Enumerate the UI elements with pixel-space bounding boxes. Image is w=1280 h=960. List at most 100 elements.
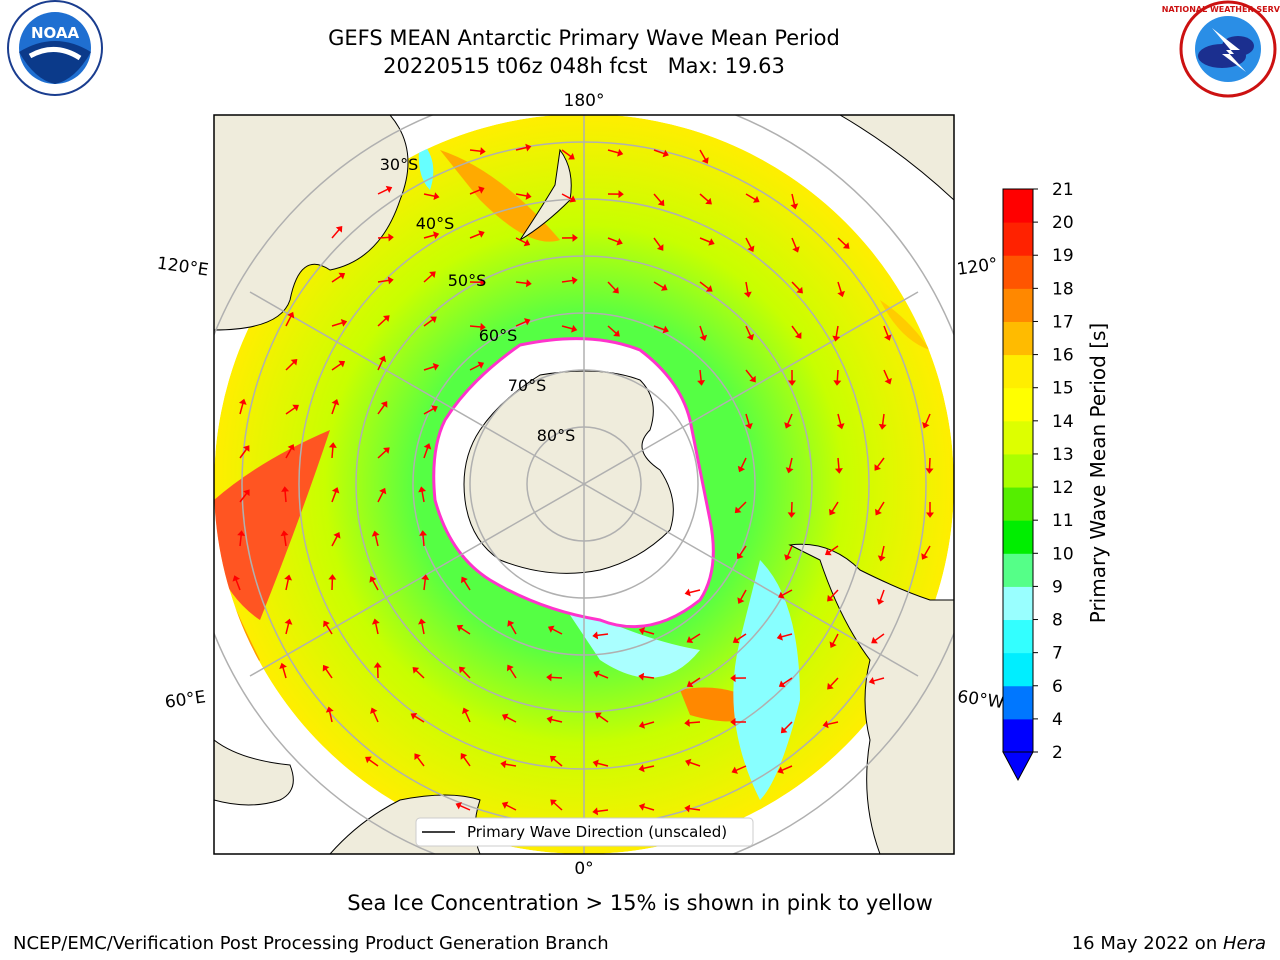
- wave-arrow: [469, 361, 485, 371]
- wave-arrow: [421, 574, 430, 591]
- wave-arrow: [737, 457, 747, 473]
- wave-arrow: [878, 413, 887, 430]
- wave-arrow: [549, 755, 563, 767]
- wave-arrow: [595, 712, 609, 723]
- wave-arrow: [822, 720, 839, 729]
- wave-arrow: [699, 193, 712, 205]
- colorbar-tick-label: 11: [1052, 511, 1074, 531]
- wave-arrow: [460, 753, 471, 767]
- wave-arrow: [281, 486, 290, 503]
- wave-arrow: [736, 545, 747, 560]
- colorbar-segment: [1003, 321, 1033, 356]
- wave-arrow: [778, 589, 793, 599]
- wave-arrow: [561, 149, 575, 160]
- wave-arrow: [745, 325, 754, 341]
- meridian-label-60w: 60°W: [956, 687, 1005, 713]
- wave-arrow: [837, 237, 850, 249]
- wave-arrow: [734, 501, 747, 514]
- wave-arrow: [653, 281, 668, 291]
- wave-arrow: [638, 721, 655, 729]
- wave-arrow: [745, 237, 755, 253]
- wave-arrow: [926, 501, 935, 518]
- wave-arrow: [328, 574, 337, 591]
- wave-arrow: [469, 278, 486, 287]
- wave-arrow: [686, 633, 701, 643]
- nws-logo-text: NATIONAL WEATHER SERVICE: [1162, 5, 1280, 14]
- wave-arrow: [731, 765, 747, 774]
- wave-arrow: [500, 760, 517, 769]
- lat-label-80s: 80°S: [537, 426, 576, 445]
- wave-arrow: [791, 325, 802, 339]
- wave-arrow: [730, 718, 747, 727]
- colorbar-segment: [1003, 553, 1033, 587]
- colorbar-tick-label: 16: [1052, 346, 1074, 366]
- colorbar-tick-label: 12: [1052, 478, 1074, 498]
- footer-date-text: 16 May 2022 on: [1071, 933, 1223, 954]
- wave-arrow: [592, 631, 609, 640]
- wave-arrow: [743, 281, 752, 298]
- lat-label-50s: 50°S: [448, 271, 487, 290]
- wave-arrow: [699, 237, 715, 246]
- wave-arrow: [653, 325, 669, 334]
- wave-arrow: [377, 447, 390, 459]
- colorbar-segment: [1003, 718, 1033, 753]
- wave-arrow: [607, 281, 619, 294]
- footer-host: Hera: [1222, 933, 1266, 954]
- wave-arrow: [699, 281, 713, 292]
- wave-arrow: [922, 413, 931, 429]
- colorbar-tick-label: 15: [1052, 379, 1074, 399]
- wave-arrow: [638, 672, 655, 681]
- colorbar-segment: [1003, 586, 1033, 621]
- wave-arrow: [419, 530, 428, 547]
- wave-arrow: [410, 713, 425, 723]
- colorbar-tick-label: 2: [1052, 743, 1063, 763]
- wave-arrow: [836, 413, 845, 430]
- wave-arrow: [370, 707, 379, 723]
- wave-arrow: [459, 666, 471, 679]
- nws-logo: NATIONAL WEATHER SERVICE: [1162, 0, 1280, 98]
- wave-arrow: [285, 311, 295, 327]
- wave-arrow: [561, 233, 578, 242]
- wave-arrow: [827, 589, 839, 602]
- wave-arrow: [461, 576, 471, 591]
- wave-arrow: [745, 413, 753, 430]
- wave-arrow: [462, 707, 471, 723]
- chart-title: GEFS MEAN Antarctic Primary Wave Mean Pe…: [328, 26, 840, 50]
- wave-arrow: [685, 758, 701, 767]
- land: [214, 115, 954, 854]
- lat-label-70s: 70°S: [508, 376, 547, 395]
- wave-arrow: [423, 192, 440, 201]
- wave-arrow: [365, 756, 379, 767]
- map-legend: Primary Wave Direction (unscaled): [415, 817, 754, 847]
- wave-arrow: [423, 316, 437, 327]
- colorbar-segment: [1003, 652, 1033, 687]
- wave-arrow: [638, 627, 655, 635]
- wave-arrow: [593, 670, 609, 679]
- wave-arrow: [653, 237, 664, 251]
- footer-credit: NCEP/EMC/Verification Post Processing Pr…: [13, 933, 609, 954]
- wave-arrow: [506, 664, 517, 679]
- wave-arrow: [824, 545, 839, 556]
- meridian-label-120w: 120°: [956, 254, 999, 280]
- wave-arrow: [285, 404, 299, 415]
- wave-arrow: [732, 633, 747, 644]
- colorbar-segment: [1003, 222, 1033, 256]
- wave-arrow: [232, 575, 241, 591]
- wave-arrow: [423, 271, 436, 283]
- wave-arrow: [871, 633, 885, 644]
- wave-arrow: [239, 489, 250, 503]
- wave-arrow: [730, 674, 747, 683]
- wave-direction-arrows: [232, 143, 935, 816]
- wave-arrow: [373, 662, 382, 679]
- wave-arrow: [377, 401, 388, 415]
- colorbar-tick-label: 19: [1052, 246, 1074, 266]
- wave-arrow: [331, 532, 341, 547]
- wave-arrow: [331, 360, 346, 371]
- wave-arrow: [469, 186, 485, 195]
- wave-arrow: [829, 633, 839, 649]
- wave-arrow: [638, 803, 655, 811]
- wave-arrow: [546, 673, 563, 682]
- wave-arrow: [331, 319, 348, 327]
- wave-arrow: [418, 486, 427, 503]
